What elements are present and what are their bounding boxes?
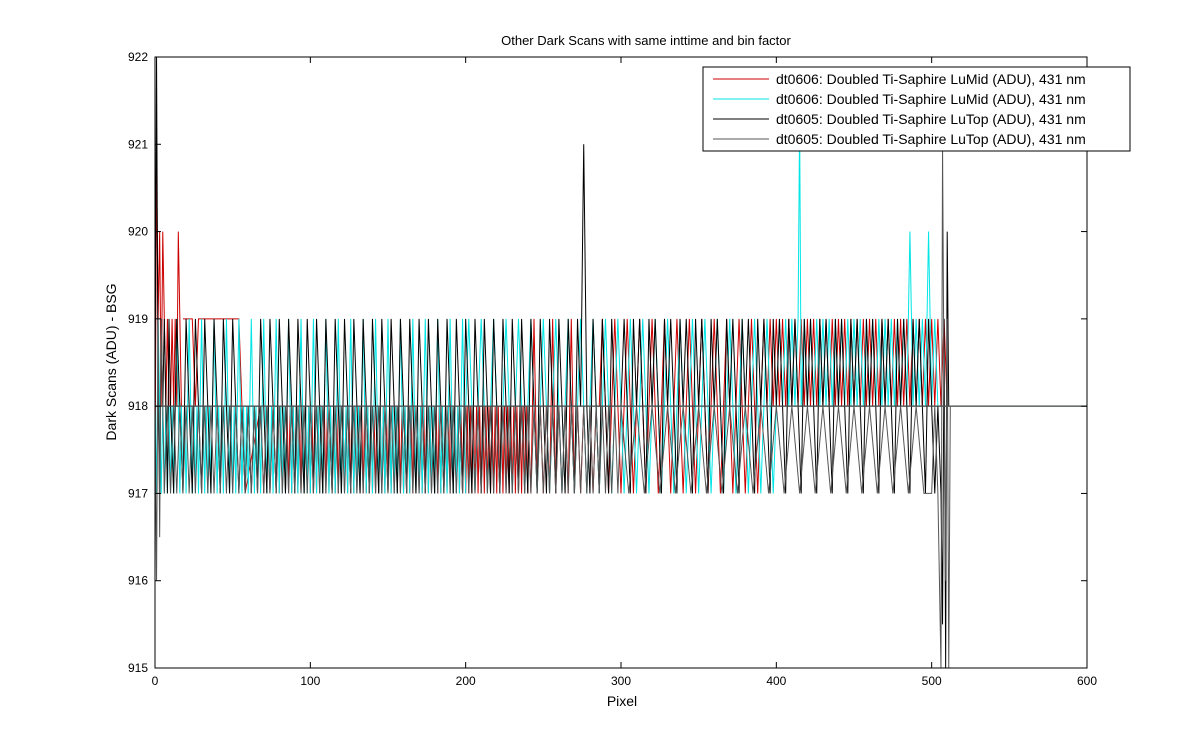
x-tick-label: 500 xyxy=(922,674,942,688)
y-tick-label: 918 xyxy=(128,399,148,413)
y-tick-label: 917 xyxy=(128,486,148,500)
x-tick-label: 0 xyxy=(152,674,159,688)
legend-entry-label: dt0606: Doubled Ti-Saphire LuMid (ADU), … xyxy=(776,91,1086,107)
legend: dt0606: Doubled Ti-Saphire LuMid (ADU), … xyxy=(702,66,1131,152)
series-4-line-segment xyxy=(154,318,622,581)
legend-entry-label: dt0605: Doubled Ti-Saphire LuTop (ADU), … xyxy=(776,111,1086,127)
series-2-line-segment xyxy=(154,318,467,494)
x-tick-label: 600 xyxy=(1077,674,1097,688)
series-4 xyxy=(154,144,1087,669)
x-tick-label: 100 xyxy=(300,674,320,688)
series-2-line-segment xyxy=(465,118,945,494)
y-tick-label: 922 xyxy=(128,50,148,64)
x-tick-label: 400 xyxy=(766,674,786,688)
x-tick-label: 300 xyxy=(611,674,631,688)
legend-box xyxy=(702,66,1131,152)
y-tick-label: 921 xyxy=(128,137,148,151)
y-axis-label: Dark Scans (ADU) - BSG xyxy=(103,283,119,440)
y-tick-label: 915 xyxy=(128,661,148,675)
y-tick-label: 919 xyxy=(128,312,148,326)
y-tick-label: 916 xyxy=(128,574,148,588)
y-tick-label: 920 xyxy=(128,225,148,239)
legend-entry-label: dt0605: Doubled Ti-Saphire LuTop (ADU), … xyxy=(776,131,1086,147)
x-axis-label: Pixel xyxy=(607,693,637,709)
x-tick-label: 200 xyxy=(456,674,476,688)
legend-entry-label: dt0606: Doubled Ti-Saphire LuMid (ADU), … xyxy=(776,71,1086,87)
series-4-line-segment xyxy=(620,144,951,669)
chart-title: Other Dark Scans with same inttime and b… xyxy=(501,33,791,48)
tick-layer: 0 100 200 300 400 500 600 915 916 917 918 919 920 921… xyxy=(128,50,1097,688)
series-layer xyxy=(154,56,1087,669)
